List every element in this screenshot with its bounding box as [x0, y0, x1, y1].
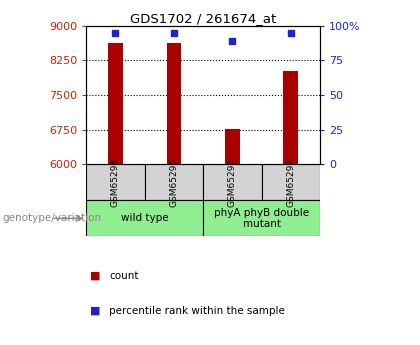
Bar — [108, 43, 123, 164]
Bar — [86, 164, 144, 200]
Text: ■: ■ — [90, 306, 101, 315]
Text: GSM65296: GSM65296 — [228, 158, 237, 207]
Bar — [203, 200, 320, 236]
Bar — [144, 164, 203, 200]
Text: percentile rank within the sample: percentile rank within the sample — [109, 306, 285, 315]
Bar — [284, 71, 298, 164]
Text: GSM65294: GSM65294 — [111, 158, 120, 207]
Text: GSM65295: GSM65295 — [169, 158, 178, 207]
Text: phyA phyB double
mutant: phyA phyB double mutant — [214, 208, 309, 229]
Bar — [166, 43, 181, 164]
Text: GSM65297: GSM65297 — [286, 158, 295, 207]
Text: count: count — [109, 271, 139, 281]
Bar — [86, 200, 203, 236]
Text: ■: ■ — [90, 271, 101, 281]
Text: wild type: wild type — [121, 213, 168, 223]
Bar — [203, 164, 262, 200]
Bar — [225, 129, 240, 164]
Text: genotype/variation: genotype/variation — [2, 213, 101, 223]
Bar — [262, 164, 320, 200]
Title: GDS1702 / 261674_at: GDS1702 / 261674_at — [130, 12, 276, 25]
